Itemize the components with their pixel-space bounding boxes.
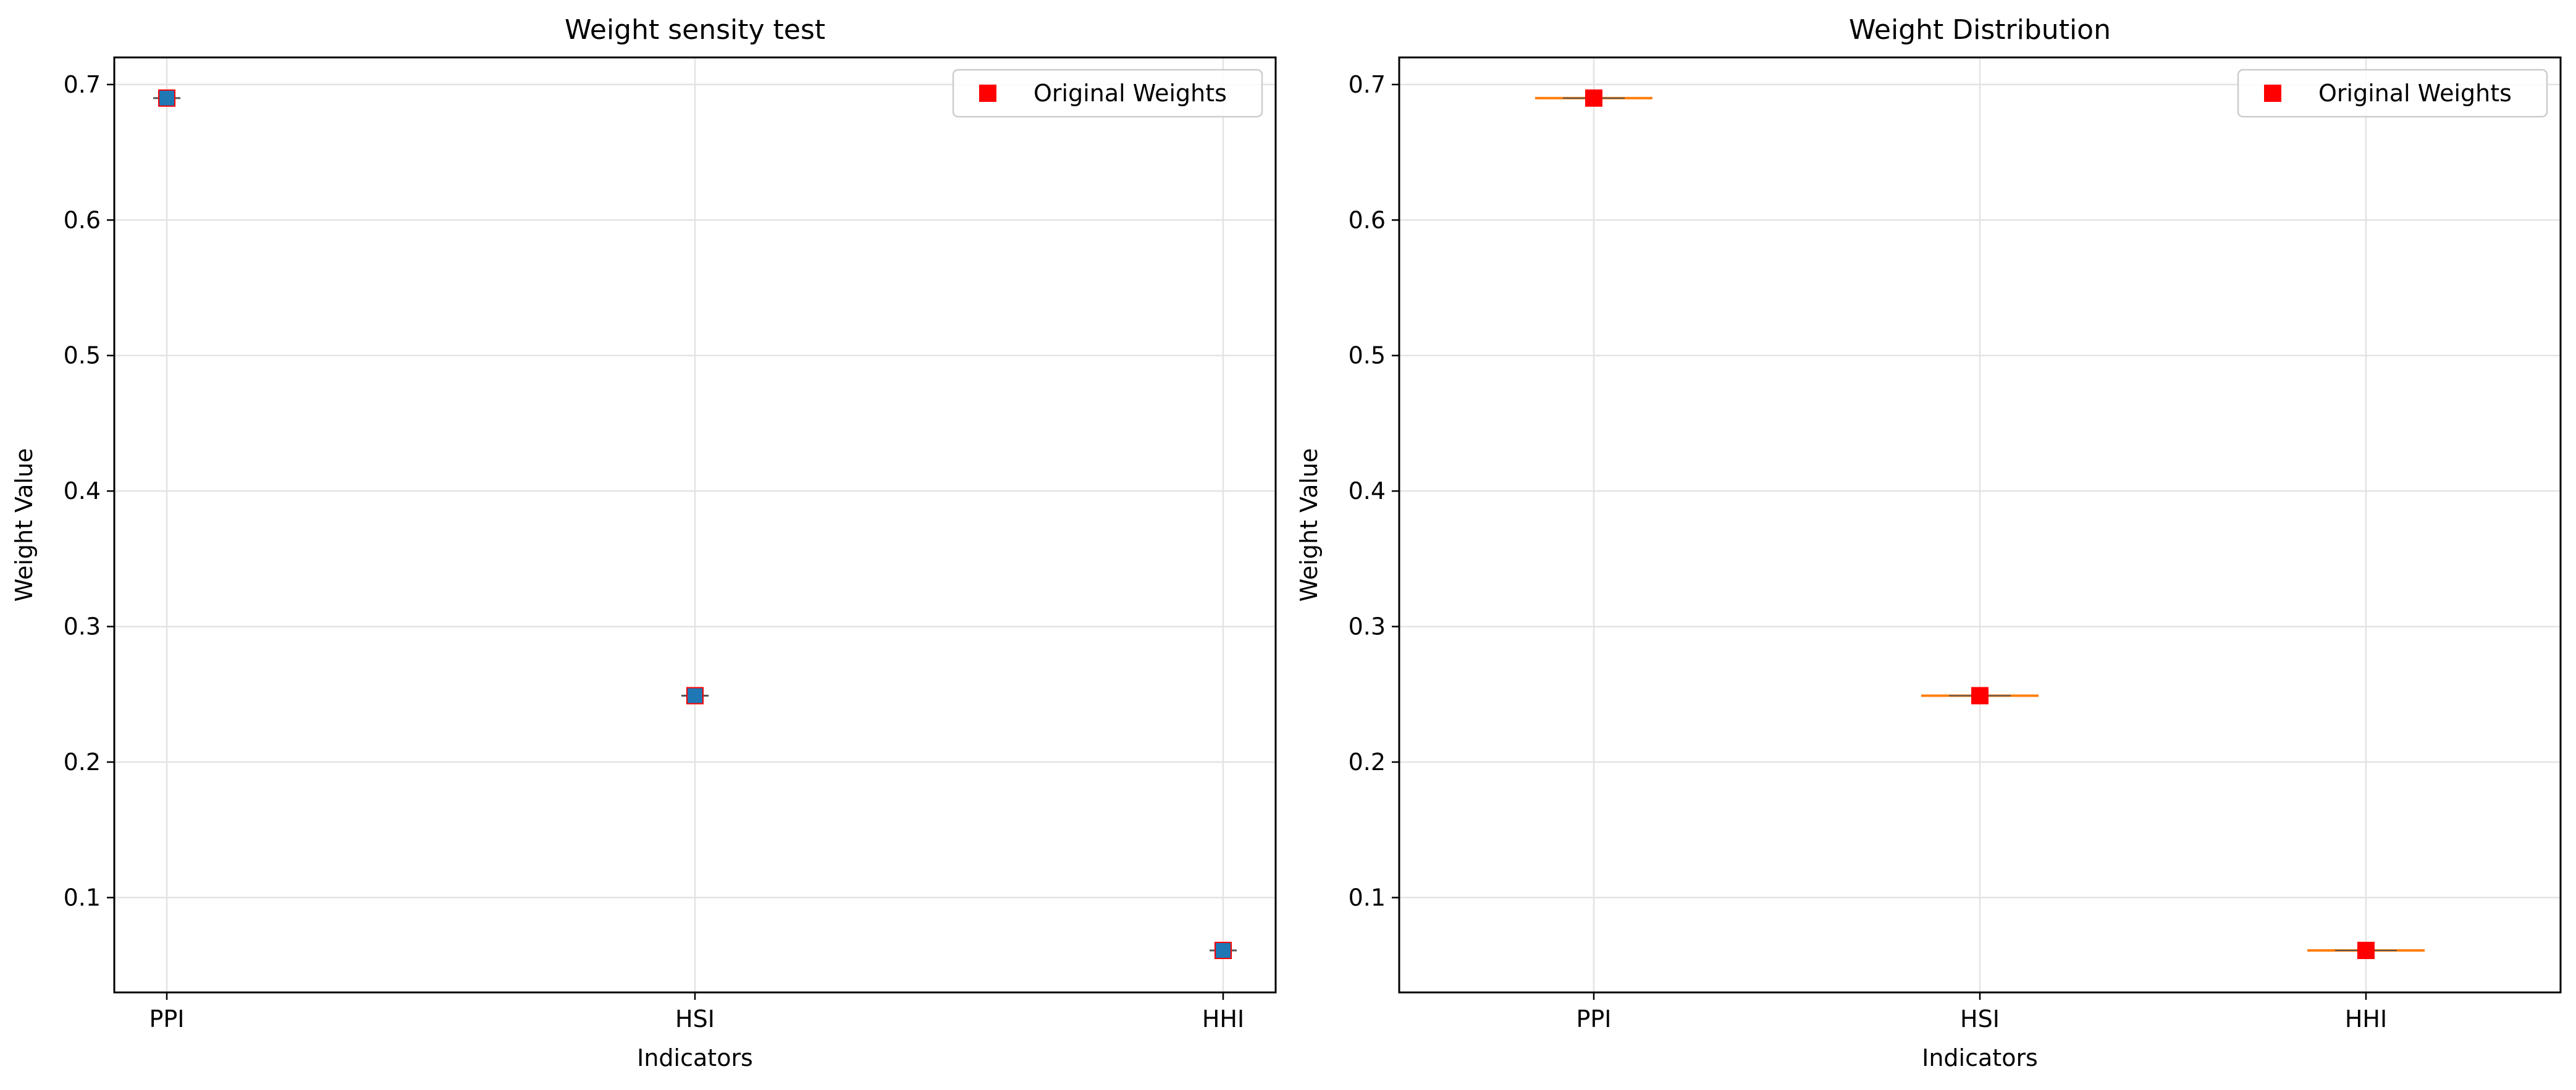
- chart-title: Weight sensity test: [565, 14, 825, 46]
- x-axis-ticks: PPI HSI HHI: [149, 992, 1244, 1033]
- legend-box: [2237, 69, 2548, 118]
- data-marks: [1535, 89, 2425, 959]
- x-tick-label: HSI: [675, 1005, 715, 1033]
- y-tick-label: 0.1: [64, 884, 101, 911]
- grid-lines: [114, 57, 1276, 992]
- point-HSI: [1971, 687, 1989, 705]
- y-tick-label: 0.3: [64, 613, 101, 640]
- x-axis-label: Indicators: [637, 1044, 753, 1071]
- legend: Original Weights: [952, 69, 1263, 118]
- y-tick-label: 0.7: [64, 71, 101, 98]
- point-HHI: [2357, 941, 2375, 959]
- x-tick-label: HHI: [1202, 1005, 1244, 1033]
- y-tick-label: 0.2: [1349, 748, 1386, 776]
- y-tick-label: 0.1: [1349, 884, 1386, 911]
- y-tick-label: 0.7: [1349, 71, 1386, 98]
- legend-swatch: [2264, 85, 2281, 102]
- chart-panel-sensitivity: PPI HSI HHI 0.1 0.2 0.3 0.4 0.5 0.6 0.7 Weight s…: [11, 14, 1277, 1071]
- y-tick-label: 0.5: [64, 342, 101, 369]
- x-tick-label: HHI: [2345, 1005, 2387, 1033]
- x-tick-label: PPI: [149, 1005, 184, 1033]
- y-tick-label: 0.3: [1349, 613, 1386, 640]
- point-HHI: [1216, 942, 1231, 958]
- y-axis-ticks: 0.1 0.2 0.3 0.4 0.5 0.6 0.7: [1349, 71, 1399, 911]
- y-tick-label: 0.2: [64, 748, 101, 776]
- point-PPI: [1585, 89, 1602, 107]
- x-axis-ticks: PPI HSI HHI: [1576, 992, 2387, 1033]
- y-tick-label: 0.4: [64, 477, 101, 505]
- y-axis-label: Weight Value: [11, 448, 38, 602]
- chart-title: Weight Distribution: [1849, 14, 2111, 46]
- legend: Original Weights: [2237, 69, 2548, 118]
- x-tick-label: HSI: [1960, 1005, 2000, 1033]
- y-tick-label: 0.6: [1349, 206, 1386, 233]
- y-tick-label: 0.5: [1349, 342, 1386, 369]
- data-marks: [153, 89, 1237, 959]
- y-tick-label: 0.6: [64, 206, 101, 233]
- legend-swatch: [979, 85, 996, 102]
- x-axis-label: Indicators: [1922, 1044, 2038, 1071]
- legend-box: [952, 69, 1263, 118]
- legend-label: Original Weights: [1033, 80, 1227, 107]
- chart-panel-distribution: PPI HSI HHI 0.1 0.2 0.3 0.4 0.5 0.6 0.7 Weight D…: [1295, 14, 2562, 1071]
- y-axis-label: Weight Value: [1295, 448, 1323, 602]
- point-HSI: [688, 688, 702, 703]
- legend-label: Original Weights: [2318, 80, 2512, 107]
- y-tick-label: 0.4: [1349, 477, 1386, 505]
- grid-lines: [1399, 57, 2561, 992]
- x-tick-label: PPI: [1576, 1005, 1611, 1033]
- y-axis-ticks: 0.1 0.2 0.3 0.4 0.5 0.6 0.7: [64, 71, 114, 911]
- point-PPI: [159, 90, 174, 106]
